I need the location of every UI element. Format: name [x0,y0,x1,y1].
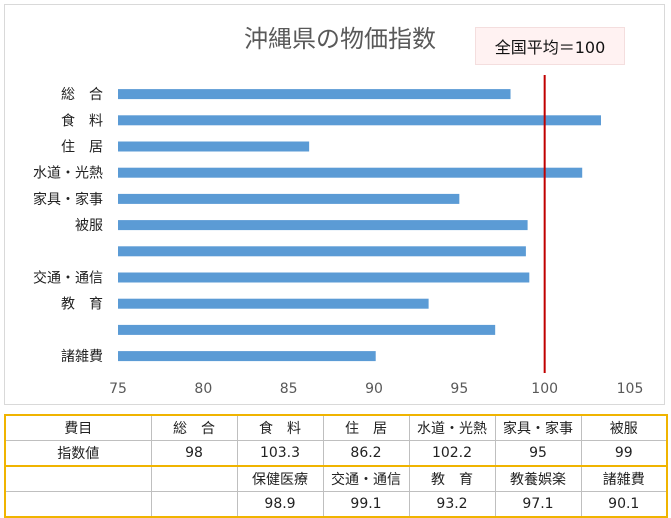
x-tick-label: 75 [109,381,127,397]
x-tick-label: 105 [617,381,644,397]
table-cell: 諸雑費 [580,465,668,492]
table-cell: 指数値 [4,440,152,467]
table-cell: 被服 [580,414,668,441]
chart-area: 沖縄県の物価指数 総 合食 料住 居水道・光熱家具・家事被服交通・通信教 育諸雑… [4,4,665,405]
table-cell: 水道・光熱 [408,414,496,441]
table-cell: 86.2 [322,440,410,467]
table-row: 保健医療 交通・通信 教 育 教養娯楽 諸雑費 [4,465,668,492]
category-label: 家具・家事 [33,191,103,208]
x-tick-label: 95 [450,381,468,397]
bar [118,272,530,283]
category-label: 住 居 [61,140,103,156]
bar [118,246,526,257]
category-label: 教 育 [61,297,103,313]
table-cell: 保健医療 [236,465,324,492]
annotation-box: 全国平均＝100 [475,27,625,65]
bar [118,298,429,309]
table-cell: 教 育 [408,465,496,492]
chart-title: 沖縄県の物価指数 [244,25,436,53]
table-cell: 95 [494,440,582,467]
table-cell: 食 料 [236,414,324,441]
bar [118,141,310,152]
table-cell: 費目 [4,414,152,441]
table-row: 98.9 99.1 93.2 97.1 90.1 [4,491,668,518]
table-cell: 97.1 [494,491,582,518]
table-cell: 交通・通信 [322,465,410,492]
table-cell: 教養娯楽 [494,465,582,492]
x-tick-label: 100 [531,381,558,397]
category-label: 総 合 [61,87,103,103]
table-cell: 99 [580,440,668,467]
category-label: 水道・光熱 [33,166,103,182]
bar [118,167,583,178]
category-label: 諸雑費 [61,349,103,365]
table-cell: 99.1 [322,491,410,518]
table-cell: 93.2 [408,491,496,518]
x-tick-label: 80 [194,381,212,397]
table-cell [4,491,152,518]
table-cell: 総 合 [150,414,238,441]
table-cell [4,465,152,492]
category-label: 食 料 [61,112,103,129]
table-cell: 家具・家事 [494,414,582,441]
bar [118,89,511,100]
table-row: 費目 総 合 食 料 住 居 水道・光熱 家具・家事 被服 [4,414,668,441]
bar [118,115,601,126]
table-cell: 98.9 [236,491,324,518]
bar [118,351,376,362]
bar [118,193,460,204]
category-label: 交通・通信 [33,270,103,287]
bar [118,324,496,335]
table-cell: 103.3 [236,440,324,467]
data-table: 費目 総 合 食 料 住 居 水道・光熱 家具・家事 被服 指数値 98 103… [4,414,668,518]
annotation-text: 全国平均＝100 [494,38,606,57]
table-cell: 102.2 [408,440,496,467]
table-cell: 98 [150,440,238,467]
table-row: 指数値 98 103.3 86.2 102.2 95 99 [4,440,668,467]
table-cell: 90.1 [580,491,668,518]
bar [118,220,528,231]
table-cell: 住 居 [322,414,410,441]
category-label: 被服 [75,218,103,234]
table-cell [150,491,238,518]
x-tick-label: 90 [365,381,383,397]
x-tick-label: 85 [280,381,298,397]
table-cell [150,465,238,492]
